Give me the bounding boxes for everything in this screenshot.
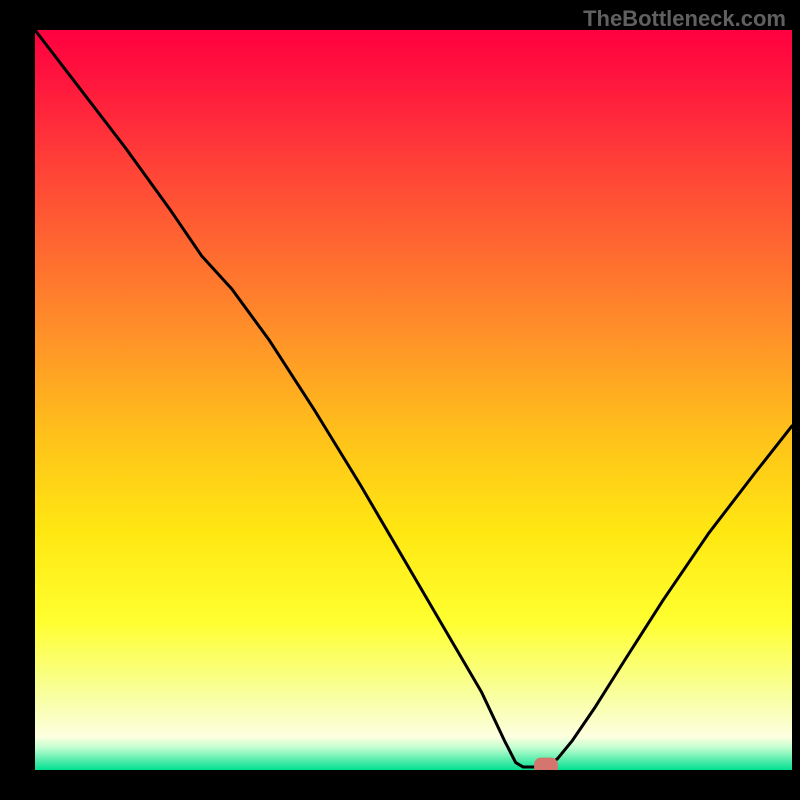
bottleneck-chart [0,0,800,800]
chart-frame: TheBottleneck.com [0,0,800,800]
gradient-background [35,30,792,770]
watermark-text: TheBottleneck.com [583,6,786,32]
